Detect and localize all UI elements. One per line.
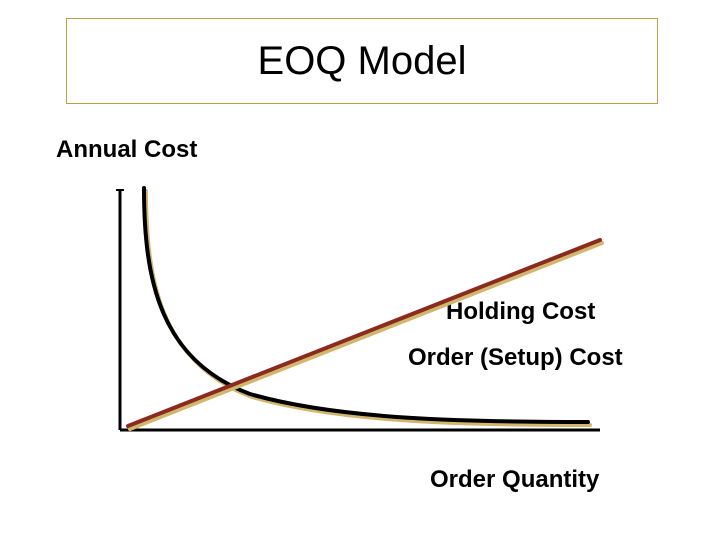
y-axis-label: Annual Cost: [56, 136, 197, 164]
slide-title: EOQ Model: [66, 18, 658, 104]
eoq-chart: [90, 170, 630, 460]
x-axis-label: Order Quantity: [430, 466, 599, 494]
slide: EOQ Model Annual Cost Holding Cost Order…: [0, 0, 720, 540]
slide-title-text: EOQ Model: [258, 39, 467, 84]
